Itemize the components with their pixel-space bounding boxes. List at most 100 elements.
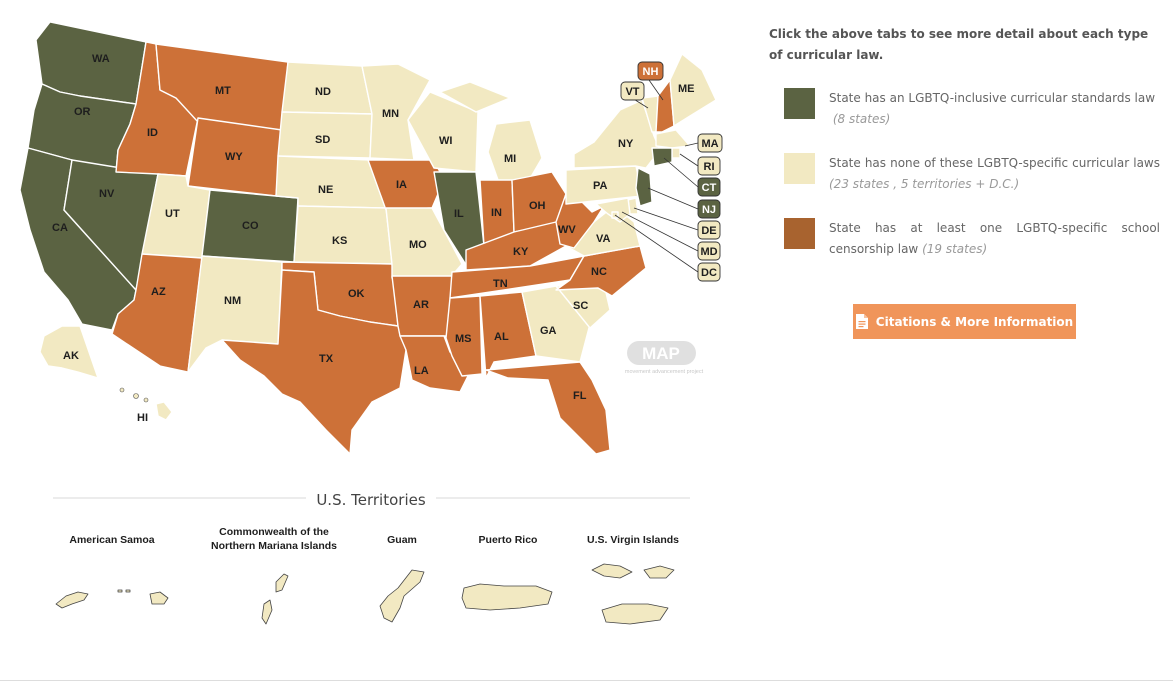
label-NC: NC bbox=[591, 266, 607, 278]
legend-label-censorship: State has at least one LGBTQ-specific sc… bbox=[829, 221, 1160, 256]
state-NH[interactable] bbox=[655, 79, 675, 133]
tag-label-NJ: NJ bbox=[702, 204, 716, 216]
tag-label-MD: MD bbox=[700, 246, 717, 258]
legend-swatch-censorship bbox=[784, 218, 815, 249]
label-IL: IL bbox=[454, 208, 464, 220]
citations-button-label: Citations & More Information bbox=[875, 314, 1074, 329]
state-callouts bbox=[614, 79, 699, 273]
label-MO: MO bbox=[409, 239, 427, 251]
tag-DE bbox=[697, 220, 721, 240]
label-MT: MT bbox=[215, 85, 231, 97]
legend-swatch-inclusive bbox=[784, 88, 815, 119]
territory-nmi[interactable] bbox=[261, 573, 289, 625]
tag-NH bbox=[637, 61, 664, 81]
territory-american-samoa[interactable] bbox=[55, 589, 169, 609]
label-SD: SD bbox=[315, 134, 330, 146]
tag-RI bbox=[697, 156, 721, 176]
label-WV: WV bbox=[558, 224, 576, 236]
legend-count-censorship: (19 states) bbox=[922, 242, 988, 256]
tag-label-DC: DC bbox=[701, 267, 717, 279]
tag-MD bbox=[697, 241, 721, 261]
label-WI: WI bbox=[439, 135, 452, 147]
legend-count-inclusive: (8 states) bbox=[832, 112, 891, 126]
legend-text-inclusive: State has an LGBTQ-inclusive curricular … bbox=[829, 88, 1160, 130]
tag-NJ bbox=[697, 199, 721, 219]
bottom-divider bbox=[0, 680, 1173, 681]
citations-button[interactable]: Citations & More Information bbox=[853, 304, 1076, 339]
label-KS: KS bbox=[332, 235, 347, 247]
tag-VT bbox=[620, 81, 645, 101]
tag-label-RI: RI bbox=[704, 161, 715, 173]
label-SC: SC bbox=[573, 300, 588, 312]
legend-panel: Click the above tabs to see more detail … bbox=[769, 24, 1164, 256]
label-AR: AR bbox=[413, 299, 429, 311]
tag-DC bbox=[697, 262, 721, 282]
tag-label-CT: CT bbox=[702, 182, 717, 194]
label-AZ: AZ bbox=[151, 286, 166, 298]
label-CA: CA bbox=[52, 222, 68, 234]
label-WY: WY bbox=[225, 151, 243, 163]
legend-item-inclusive: State has an LGBTQ-inclusive curricular … bbox=[784, 88, 1160, 144]
watermark-subtext: movement advancement project bbox=[625, 369, 704, 375]
label-UT: UT bbox=[165, 208, 180, 220]
label-AK: AK bbox=[63, 350, 79, 362]
state-RI[interactable] bbox=[671, 147, 681, 159]
label-MS: MS bbox=[455, 333, 472, 345]
state-WI[interactable] bbox=[407, 91, 479, 173]
label-MN: MN bbox=[382, 108, 399, 120]
label-IN: IN bbox=[491, 207, 502, 219]
legend-item-censorship: State has at least one LGBTQ-specific sc… bbox=[784, 218, 1160, 274]
label-WA: WA bbox=[92, 53, 110, 65]
territory-label-puerto-rico: Puerto Rico bbox=[479, 534, 538, 546]
label-FL: FL bbox=[573, 390, 587, 402]
territory-label-nmi-line2: Northern Mariana Islands bbox=[211, 540, 337, 552]
label-TX: TX bbox=[319, 353, 334, 365]
watermark-logo: MAP bbox=[642, 344, 680, 363]
label-VA: VA bbox=[596, 233, 611, 245]
label-IA: IA bbox=[396, 179, 407, 191]
label-OK: OK bbox=[348, 288, 365, 300]
label-GA: GA bbox=[540, 325, 557, 337]
legend-count-none: (23 states , 5 territories + D.C.) bbox=[829, 177, 1020, 191]
state-tag-labels: NH VT MA RI CT NJ DE MD DC bbox=[625, 66, 718, 279]
state-AL[interactable] bbox=[479, 291, 537, 379]
label-ND: ND bbox=[315, 86, 331, 98]
label-NM: NM bbox=[224, 295, 241, 307]
legend-label-none: State has none of these LGBTQ-specific c… bbox=[829, 156, 1160, 170]
state-NJ[interactable] bbox=[635, 167, 653, 207]
territories-title: U.S. Territories bbox=[316, 491, 426, 509]
label-NE: NE bbox=[318, 184, 333, 196]
territory-guam[interactable] bbox=[379, 569, 425, 623]
state-CT[interactable] bbox=[651, 147, 673, 167]
state-TX[interactable] bbox=[221, 269, 407, 455]
label-CO: CO bbox=[242, 220, 259, 232]
legend-item-none: State has none of these LGBTQ-specific c… bbox=[784, 153, 1160, 209]
territory-label-american-samoa: American Samoa bbox=[69, 534, 154, 546]
tag-CT bbox=[697, 177, 721, 197]
tag-label-DE: DE bbox=[701, 225, 716, 237]
label-NV: NV bbox=[99, 188, 115, 200]
territory-label-virgin-islands: U.S. Virgin Islands bbox=[587, 534, 679, 546]
label-KY: KY bbox=[513, 246, 529, 258]
label-ME: ME bbox=[678, 83, 695, 95]
state-MN[interactable] bbox=[361, 63, 431, 161]
map-watermark: MAP movement advancement project bbox=[625, 341, 704, 375]
legend-label-inclusive: State has an LGBTQ-inclusive curricular … bbox=[829, 91, 1156, 105]
territory-virgin-islands[interactable] bbox=[591, 563, 675, 625]
state-MD[interactable] bbox=[595, 197, 631, 223]
state-FL[interactable] bbox=[485, 361, 611, 455]
label-TN: TN bbox=[493, 278, 508, 290]
territories-section: U.S. Territories American Samoa Commonwe… bbox=[53, 491, 690, 625]
state-LA[interactable] bbox=[399, 335, 471, 393]
label-PA: PA bbox=[593, 180, 608, 192]
state-MA[interactable] bbox=[655, 129, 691, 149]
state-ME[interactable] bbox=[669, 53, 717, 127]
tag-label-VT: VT bbox=[625, 86, 639, 98]
state-AK[interactable] bbox=[39, 325, 99, 379]
legend-text-none: State has none of these LGBTQ-specific c… bbox=[829, 153, 1160, 195]
label-MI: MI bbox=[504, 153, 516, 165]
state-HI[interactable] bbox=[155, 401, 173, 421]
legend-text-censorship: State has at least one LGBTQ-specific sc… bbox=[829, 218, 1160, 260]
label-ID: ID bbox=[147, 127, 158, 139]
territory-puerto-rico[interactable] bbox=[461, 583, 553, 611]
